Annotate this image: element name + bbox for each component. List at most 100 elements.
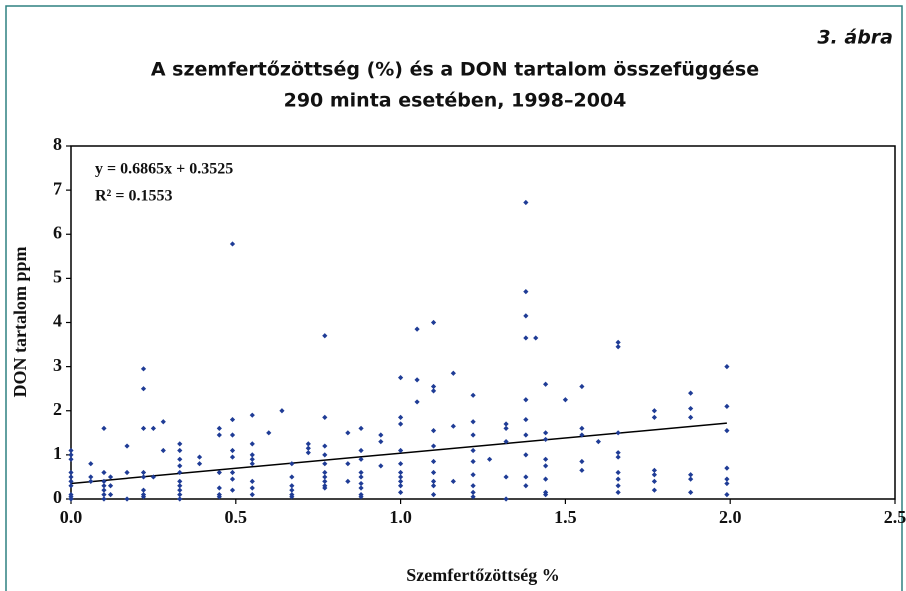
page-frame <box>5 5 903 591</box>
point <box>68 447 74 454</box>
point <box>249 441 255 447</box>
point <box>216 485 222 491</box>
point <box>615 489 621 495</box>
point <box>101 469 107 476</box>
point <box>523 335 529 341</box>
point <box>177 456 183 462</box>
point <box>688 476 694 482</box>
point <box>430 319 437 326</box>
point <box>322 474 328 480</box>
point <box>322 485 328 491</box>
point <box>101 487 107 493</box>
point <box>688 472 694 478</box>
point <box>470 489 476 495</box>
point <box>533 335 539 341</box>
point <box>124 469 130 476</box>
trendline-equation: y = 0.6865x + 0.3525 <box>95 161 233 178</box>
point <box>579 425 585 431</box>
point <box>523 452 529 458</box>
point <box>177 463 183 469</box>
y-tick-label: 4 <box>53 311 62 331</box>
y-axis-label: DON tartalom ppm <box>10 247 30 398</box>
x-tick-label: 2.5 <box>884 507 906 527</box>
point <box>322 443 328 449</box>
point <box>651 487 657 493</box>
point <box>229 241 236 247</box>
point <box>140 487 147 493</box>
point <box>724 476 730 482</box>
point <box>470 419 476 425</box>
point <box>358 485 364 491</box>
point <box>140 494 147 500</box>
point <box>229 476 236 482</box>
point <box>398 461 404 467</box>
point <box>615 339 621 345</box>
point <box>249 491 255 498</box>
point <box>430 383 437 390</box>
point <box>615 450 621 456</box>
point <box>101 483 107 489</box>
point <box>398 469 404 476</box>
point <box>398 489 404 495</box>
point <box>470 472 476 478</box>
point <box>651 414 657 420</box>
point <box>523 474 529 480</box>
point <box>543 436 549 443</box>
point <box>398 474 404 480</box>
point <box>196 454 203 460</box>
point <box>101 425 107 431</box>
point <box>430 443 437 449</box>
point <box>358 469 364 476</box>
point <box>322 414 328 420</box>
point <box>345 478 351 484</box>
point <box>216 425 222 431</box>
point <box>579 467 585 473</box>
point <box>68 483 74 489</box>
point <box>196 461 203 467</box>
point <box>688 414 694 420</box>
y-tick-label: 7 <box>53 178 62 198</box>
point <box>523 397 529 403</box>
point <box>450 370 456 376</box>
point <box>358 474 364 480</box>
point <box>414 326 420 332</box>
chart-title: A szemfertőzöttség (%) és a DON tartalom… <box>151 59 759 81</box>
point <box>358 456 364 462</box>
point <box>289 487 295 493</box>
point <box>651 467 657 473</box>
point <box>523 432 529 438</box>
x-tick-label: 1.5 <box>554 507 577 527</box>
point <box>430 483 437 489</box>
point <box>651 408 657 414</box>
point <box>430 491 437 498</box>
point <box>289 483 295 489</box>
point <box>322 478 328 484</box>
point <box>724 491 730 498</box>
point <box>150 474 156 480</box>
x-tick-label: 0.5 <box>225 507 248 527</box>
point <box>430 478 437 484</box>
y-tick-label: 1 <box>53 443 62 463</box>
point <box>503 425 509 431</box>
point <box>177 478 183 484</box>
point <box>688 405 694 412</box>
point <box>107 474 114 480</box>
point <box>615 454 621 460</box>
point <box>430 458 437 465</box>
point <box>177 491 183 498</box>
point <box>562 397 568 403</box>
point <box>68 452 74 458</box>
point <box>398 483 404 489</box>
point <box>177 496 183 502</box>
point <box>68 496 74 502</box>
point <box>249 478 255 484</box>
point <box>177 469 183 476</box>
point <box>68 469 74 476</box>
point <box>503 421 509 427</box>
point <box>249 461 255 467</box>
point <box>140 469 147 476</box>
point <box>177 447 183 454</box>
x-tick-label: 0.0 <box>60 507 83 527</box>
point <box>378 463 384 469</box>
